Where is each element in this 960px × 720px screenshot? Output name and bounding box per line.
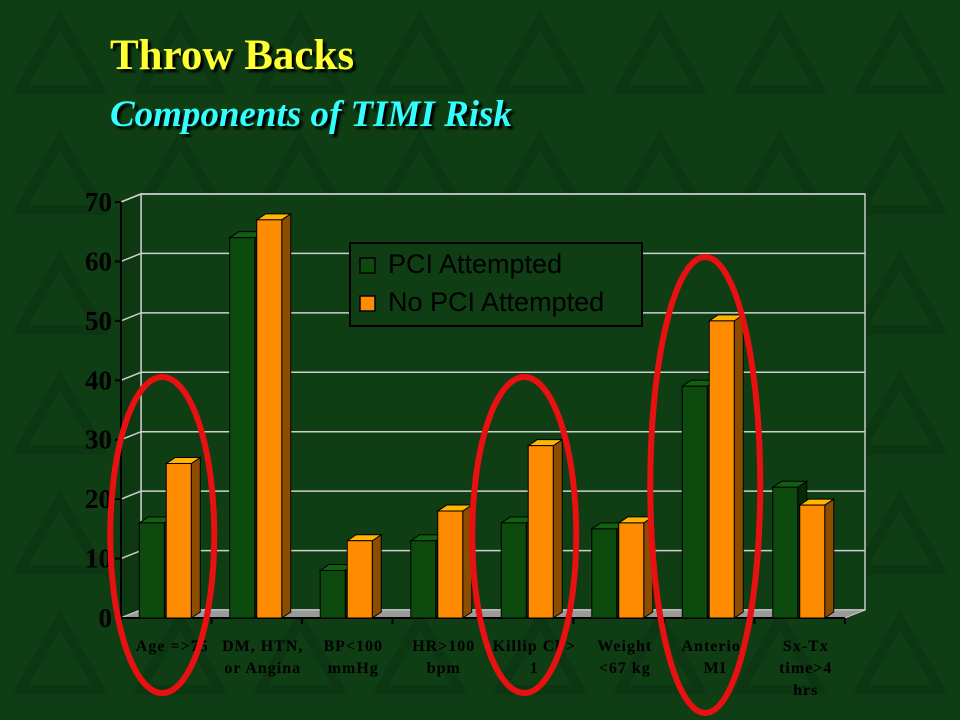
bar <box>438 505 472 618</box>
bar-front <box>592 529 617 618</box>
bar-front <box>166 463 191 618</box>
category-label: mmHg <box>328 660 379 677</box>
category-label: 1 <box>530 660 539 677</box>
category-label: HR>100 <box>412 638 475 655</box>
bar <box>709 315 743 618</box>
y-tick-label: 50 <box>85 306 112 336</box>
y-tick-label: 70 <box>85 187 112 217</box>
bar-front <box>619 523 644 618</box>
bar-side <box>734 315 743 618</box>
bar-front <box>320 570 345 618</box>
legend-label: No PCI Attempted <box>388 287 604 317</box>
y-tick-label: 30 <box>85 425 112 455</box>
bar-front <box>528 446 553 618</box>
bar-side <box>372 535 381 618</box>
legend: PCI Attempted No PCI Attempted <box>350 243 642 326</box>
bar <box>166 457 200 618</box>
category-label: hrs <box>793 682 818 699</box>
category-label: DM, HTN, <box>222 638 303 655</box>
category-label: Weight <box>597 638 652 655</box>
bar <box>528 440 562 618</box>
category-label: Sx-Tx <box>783 638 829 655</box>
bar-side <box>825 499 834 618</box>
bar-front <box>773 487 798 618</box>
y-tick-label: 40 <box>85 365 112 395</box>
bar-front <box>682 386 707 618</box>
category-label: Anterior <box>681 638 749 655</box>
bar-front <box>438 511 463 618</box>
bar-front <box>230 238 255 618</box>
bar <box>347 535 381 618</box>
legend-swatch <box>360 258 375 273</box>
bar-front <box>709 321 734 618</box>
legend-swatch <box>360 296 375 311</box>
legend-label: PCI Attempted <box>388 249 562 279</box>
bar <box>800 499 834 618</box>
bar-front <box>501 523 526 618</box>
bar-front <box>800 505 825 618</box>
bar <box>619 517 653 618</box>
bar-front <box>139 523 164 618</box>
category-label: or Angina <box>224 660 301 677</box>
category-label: time>4 <box>779 660 832 677</box>
bar-side <box>282 214 291 618</box>
bar-front <box>257 220 282 618</box>
category-label: <67 kg <box>599 660 651 677</box>
category-label: MI <box>704 660 727 677</box>
bar-front <box>411 541 436 618</box>
bar-side <box>553 440 562 618</box>
bar-front <box>347 541 372 618</box>
category-label: BP<100 <box>323 638 383 655</box>
y-tick-label: 60 <box>85 246 112 276</box>
bar <box>257 214 291 618</box>
category-label: bpm <box>427 660 461 677</box>
bar-side <box>191 457 200 618</box>
y-tick-label: 0 <box>99 603 113 633</box>
